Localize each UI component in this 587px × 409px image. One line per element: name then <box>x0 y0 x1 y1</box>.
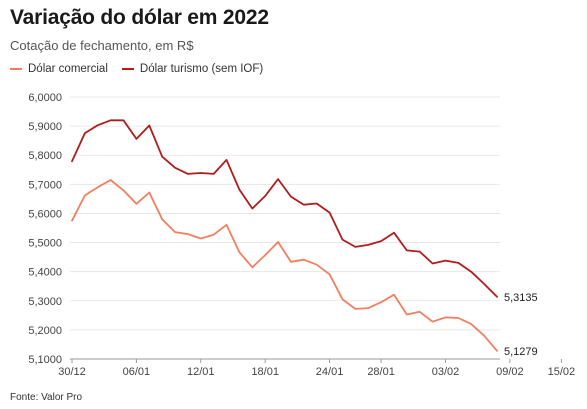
y-tick-label: 5,2000 <box>28 325 62 337</box>
series-line-turismo <box>71 119 498 298</box>
end-label-turismo: 5,3135 <box>504 292 538 304</box>
y-tick-label: 5,5000 <box>28 238 62 250</box>
y-tick-label: 5,6000 <box>28 208 62 220</box>
legend-swatch-comercial <box>10 68 22 70</box>
end-label-comercial: 5,1279 <box>504 346 538 358</box>
x-tick-label: 06/01 <box>123 366 151 378</box>
legend-item-turismo: Dólar turismo (sem IOF) <box>121 63 264 75</box>
gridlines <box>70 96 500 360</box>
legend: Dólar comercial Dólar turismo (sem IOF) <box>10 63 277 75</box>
y-tick-label: 5,7000 <box>28 179 62 191</box>
y-axis: 6,0000 5,9000 5,8000 5,7000 5,6000 5,5000 5,40… <box>28 92 62 366</box>
y-tick-label: 5,4000 <box>28 267 62 279</box>
source-note: Fonte: Valor Pro <box>10 392 83 403</box>
y-tick-label: 5,1000 <box>28 354 62 366</box>
chart-title: Variação do dólar em 2022 <box>10 6 269 29</box>
chart-subtitle: Cotação de fechamento, em R$ <box>10 38 194 53</box>
end-labels: 5,1279 5,3135 <box>504 292 538 358</box>
legend-item-comercial: Dólar comercial <box>10 63 108 75</box>
x-tick-label: 28/01 <box>367 366 395 378</box>
x-tick-label: 03/02 <box>432 366 460 378</box>
legend-label-comercial: Dólar comercial <box>28 63 108 75</box>
y-tick-label: 5,9000 <box>28 121 62 133</box>
x-tick-label: 30/12 <box>58 366 86 378</box>
y-tick-label: 5,3000 <box>28 296 62 308</box>
x-tick-label: 12/01 <box>187 366 215 378</box>
series-lines <box>71 119 498 352</box>
x-tick-label: 24/01 <box>316 366 344 378</box>
x-tick-label: 18/01 <box>251 366 279 378</box>
x-tick-label: 09/02 <box>496 366 524 378</box>
legend-label-turismo: Dólar turismo (sem IOF) <box>139 63 264 75</box>
y-tick-label: 5,8000 <box>28 150 62 162</box>
y-tick-label: 6,0000 <box>28 92 62 104</box>
series-line-comercial <box>71 179 498 352</box>
x-axis: 30/12 06/01 12/01 18/01 24/01 28/01 03/02 09/02… <box>58 359 575 378</box>
legend-swatch-turismo <box>121 68 134 70</box>
x-tick-label: 15/02 <box>548 366 576 378</box>
